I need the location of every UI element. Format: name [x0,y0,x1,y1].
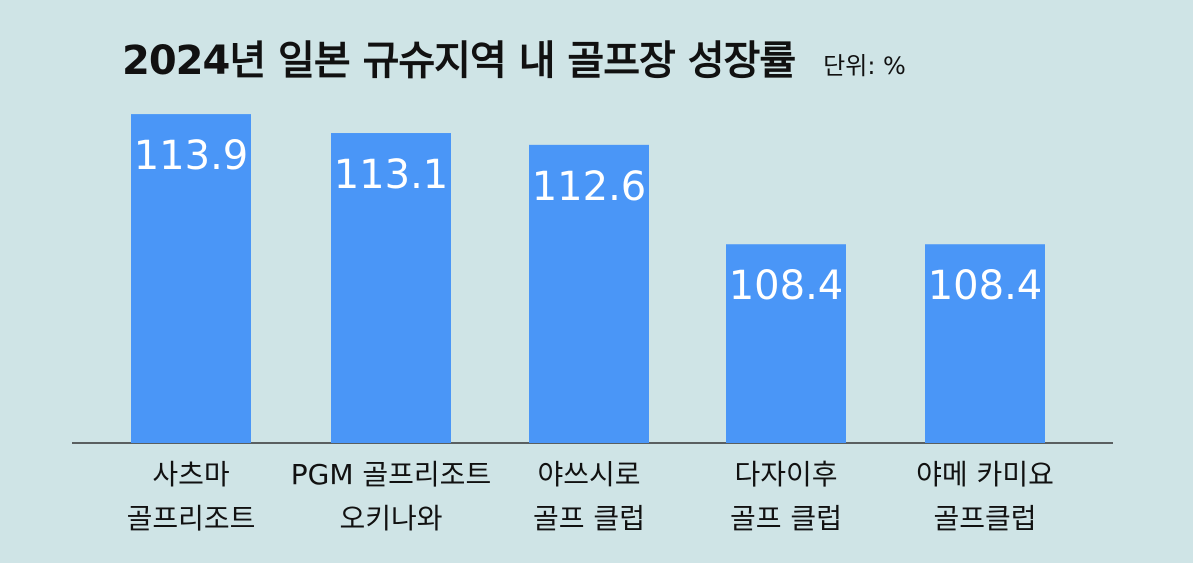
x-tick-label: 골프클럽 [933,502,1036,535]
x-tick-label: 다자이후 [734,458,837,491]
bar [331,133,451,443]
chart-title: 2024년 일본 규슈지역 내 골프장 성장률 [122,38,796,84]
x-tick-label: 야메 카미요 [916,458,1054,491]
x-tick-label: PGM 골프리조트 [291,458,491,491]
title-row: 2024년 일본 규슈지역 내 골프장 성장률 단위: % [122,28,906,86]
x-tick-label: 사츠마 [152,458,229,491]
x-tick-label: 골프 클럽 [533,502,645,535]
bar-value-label: 108.4 [729,263,844,309]
bar-value-label: 113.9 [134,133,249,179]
bar [131,114,251,443]
x-tick-label: 오키나와 [339,502,442,535]
bar [925,244,1045,443]
bar-value-label: 108.4 [928,263,1043,309]
bar [529,144,649,443]
unit-label: 단위: % [823,52,906,80]
bar [726,244,846,443]
x-tick-label: 골프리조트 [127,502,256,535]
bar-value-label: 112.6 [532,164,647,210]
bar-value-label: 113.1 [334,152,449,198]
x-tick-label: 골프 클럽 [730,502,842,535]
x-tick-label: 야쓰시로 [537,458,640,491]
